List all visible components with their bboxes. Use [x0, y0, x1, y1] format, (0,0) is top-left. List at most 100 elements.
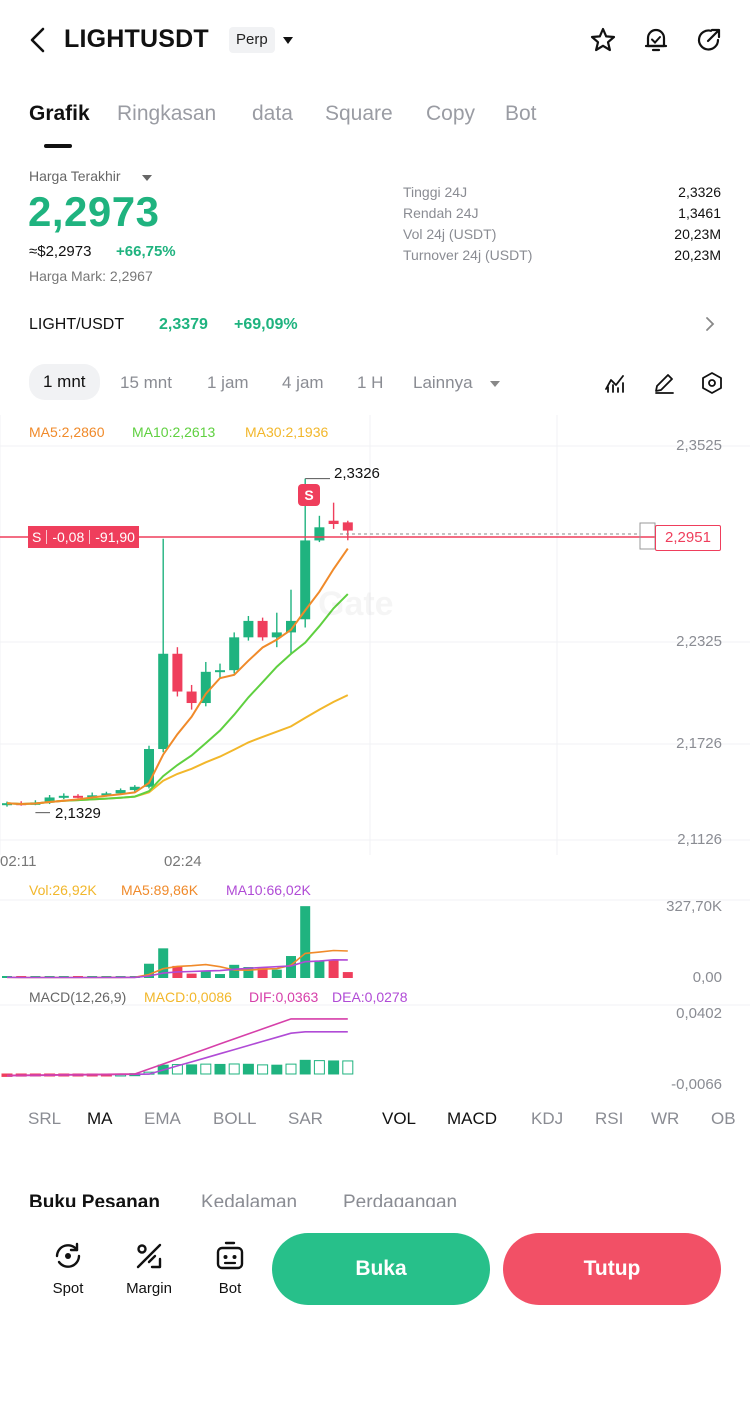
macd-hist-bar	[271, 1064, 283, 1075]
macd-axis-bottom: -0,0066	[671, 1076, 722, 1093]
kline-chart[interactable]	[0, 415, 750, 1095]
candle-body	[58, 795, 69, 798]
tab-bot[interactable]: Bot	[505, 102, 537, 125]
indicator-macd[interactable]: MACD	[447, 1109, 498, 1128]
contract-type-badge[interactable]: Perp	[229, 27, 275, 53]
tab-square[interactable]: Square	[325, 102, 393, 125]
indicator-icon[interactable]	[603, 371, 627, 395]
position-side: S	[32, 529, 42, 545]
high-price-label: 2,3326	[334, 465, 380, 482]
usd-price: ≈$2,2973	[29, 243, 92, 260]
stat-low-value: 1,3461	[678, 205, 721, 221]
tab-ringkasan[interactable]: Ringkasan	[117, 102, 217, 125]
indicator-vol[interactable]: VOL	[382, 1109, 417, 1128]
timeframe-1d[interactable]: 1 H	[357, 373, 384, 392]
macd-hist-bar	[186, 1064, 198, 1075]
indicator-wr[interactable]: WR	[651, 1109, 680, 1128]
indicator-boll[interactable]: BOLL	[213, 1109, 257, 1128]
tab-data[interactable]: data	[252, 102, 293, 125]
macd-hist-bar	[328, 1060, 340, 1075]
indicator-ema[interactable]: EMA	[144, 1109, 181, 1128]
timeframe-1h[interactable]: 1 jam	[207, 373, 249, 392]
macd-hist-bar	[214, 1063, 226, 1075]
margin-label: Margin	[126, 1280, 172, 1297]
candle-body	[73, 795, 83, 798]
mark-price: Harga Mark: 2,2967	[29, 268, 153, 284]
indicator-kdj[interactable]: KDJ	[531, 1109, 564, 1128]
margin-icon	[136, 1243, 162, 1269]
position-tag[interactable]: S -0,08 -91,90	[28, 526, 139, 548]
macd-title: MACD(12,26,9)	[29, 989, 127, 1005]
indicator-ob[interactable]: OB	[711, 1109, 736, 1128]
close-position-button[interactable]: Tutup	[503, 1233, 721, 1305]
ma5-line	[6, 548, 349, 806]
chart-settings-icon[interactable]	[700, 371, 724, 395]
tab-copy[interactable]: Copy	[426, 102, 476, 125]
header: LIGHTUSDT Perp	[0, 0, 750, 80]
vol-axis-top: 327,70K	[666, 898, 722, 915]
share-icon[interactable]	[695, 26, 723, 54]
volume-bar	[300, 906, 311, 978]
macd-hist-bar	[228, 1063, 240, 1075]
spot-label: Spot	[52, 1280, 84, 1297]
bot-button[interactable]: Bot	[200, 1240, 260, 1297]
symbol-dropdown-icon[interactable]	[283, 37, 293, 44]
bot-label: Bot	[218, 1280, 242, 1297]
timeframe-more-caret-icon[interactable]	[490, 381, 500, 387]
timeframe-15m[interactable]: 15 mnt	[120, 373, 172, 392]
volume-bar	[186, 973, 197, 978]
back-icon[interactable]	[26, 26, 52, 54]
spot-icon	[55, 1242, 81, 1268]
current-price-tag[interactable]: 2,2951	[655, 525, 721, 551]
volume-bar	[2, 976, 12, 978]
candle-body	[129, 786, 140, 791]
chevron-right-icon[interactable]	[704, 316, 716, 332]
margin-button[interactable]: Margin	[119, 1240, 179, 1297]
price-type-dropdown-icon[interactable]	[142, 175, 152, 181]
candle-body	[300, 540, 311, 620]
sell-marker[interactable]: S	[298, 484, 320, 506]
indicator-sar[interactable]: SAR	[288, 1109, 323, 1128]
timeframe-1m[interactable]: 1 mnt	[29, 364, 100, 400]
vol-label: Vol:26,92K	[29, 882, 97, 898]
drawing-pen-icon[interactable]	[652, 371, 676, 395]
ma30-label: MA30:2,1936	[245, 424, 329, 440]
dif-value: DIF:0,0363	[249, 989, 319, 1005]
volume-bar	[342, 972, 353, 978]
price-alert-icon[interactable]	[642, 26, 670, 54]
stat-vol-value: 20,23M	[674, 226, 721, 242]
open-position-button[interactable]: Buka	[272, 1233, 490, 1305]
y-tick: 2,1726	[676, 735, 722, 752]
ma10-label: MA10:2,2613	[132, 424, 216, 440]
candle-body	[286, 620, 296, 633]
spot-pair-name: LIGHT/USDT	[29, 316, 125, 333]
indicator-ma[interactable]: MA	[87, 1109, 113, 1128]
star-icon[interactable]	[589, 26, 617, 54]
stat-turnover-value: 20,23M	[674, 247, 721, 263]
candle-body	[172, 653, 183, 692]
symbol-title[interactable]: LIGHTUSDT	[64, 25, 209, 53]
timeframe-4h[interactable]: 4 jam	[282, 373, 324, 392]
spot-pair-row[interactable]: LIGHT/USDT 2,3379 +69,09%	[0, 308, 750, 342]
volume-ma10-line	[6, 958, 348, 979]
ma5-label: MA5:2,2860	[29, 424, 105, 440]
indicator-rsi[interactable]: RSI	[595, 1109, 624, 1128]
stat-high-label: Tinggi 24J	[403, 184, 468, 200]
position-pnl: -0,08	[52, 529, 85, 545]
indicator-srl[interactable]: SRL	[28, 1109, 62, 1128]
watermark: Gate	[318, 585, 394, 624]
volume-bar	[286, 956, 296, 978]
ma10-line	[6, 593, 349, 806]
volume-bar	[144, 963, 154, 978]
last-price-label[interactable]: Harga Terakhir	[29, 168, 121, 184]
spot-button[interactable]: Spot	[38, 1240, 98, 1297]
candle-body	[243, 620, 254, 638]
price-line-handle	[639, 522, 656, 550]
y-tick: 2,1126	[677, 831, 722, 848]
tab-grafik[interactable]: Grafik	[29, 102, 90, 125]
volume-bar	[229, 964, 240, 978]
volume-bar	[257, 968, 268, 978]
timeframe-more[interactable]: Lainnya	[413, 373, 473, 392]
macd-hist-bar	[257, 1064, 269, 1075]
spot-pair-price: 2,3379	[159, 316, 208, 333]
